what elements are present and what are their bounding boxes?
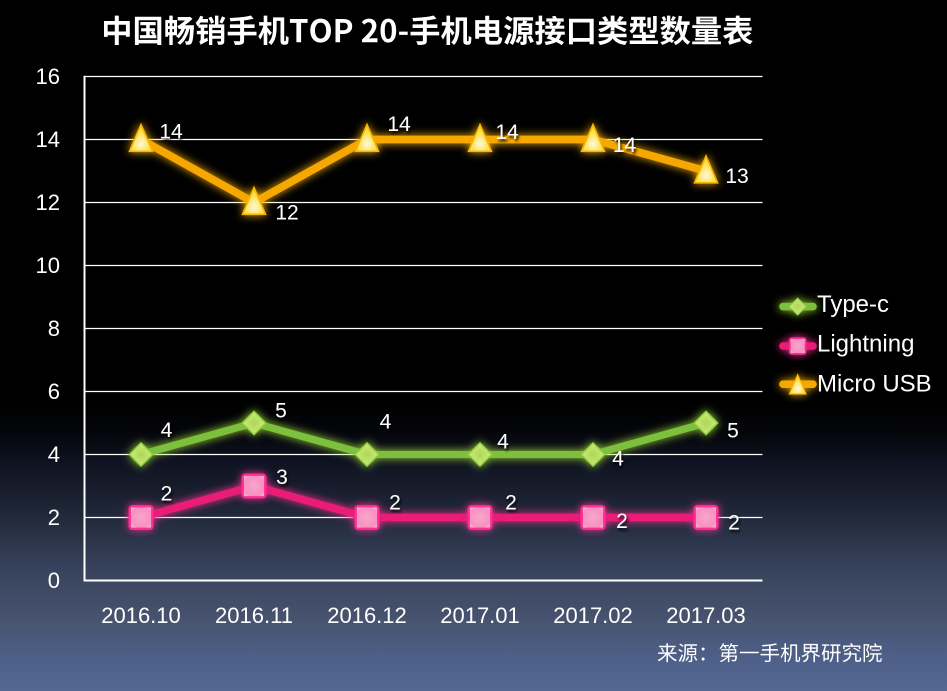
svg-text:4: 4 <box>380 411 392 434</box>
svg-text:Type-c: Type-c <box>817 291 889 318</box>
svg-text:2: 2 <box>161 483 173 506</box>
svg-text:2016.10: 2016.10 <box>101 603 181 628</box>
svg-text:5: 5 <box>275 400 287 423</box>
svg-text:2016.12: 2016.12 <box>327 603 407 628</box>
svg-text:12: 12 <box>275 202 298 225</box>
svg-text:14: 14 <box>159 121 183 144</box>
svg-text:2017.03: 2017.03 <box>666 603 746 628</box>
svg-text:Micro USB: Micro USB <box>817 371 932 398</box>
svg-text:2016.11: 2016.11 <box>215 603 293 628</box>
svg-text:12: 12 <box>36 190 60 215</box>
svg-text:13: 13 <box>725 165 748 188</box>
svg-text:14: 14 <box>613 134 637 157</box>
svg-text:4: 4 <box>48 442 60 467</box>
svg-text:2: 2 <box>389 492 401 515</box>
svg-text:8: 8 <box>48 316 60 341</box>
svg-text:2: 2 <box>48 505 60 530</box>
svg-text:6: 6 <box>48 379 60 404</box>
svg-text:14: 14 <box>387 113 411 136</box>
svg-text:4: 4 <box>161 419 173 442</box>
svg-text:Lightning: Lightning <box>817 331 914 358</box>
svg-text:2: 2 <box>616 510 628 533</box>
svg-text:4: 4 <box>612 448 624 471</box>
svg-text:2017.01: 2017.01 <box>440 603 520 628</box>
svg-text:10: 10 <box>36 253 60 278</box>
svg-text:3: 3 <box>276 466 288 489</box>
svg-text:5: 5 <box>727 420 739 443</box>
svg-text:4: 4 <box>497 431 509 454</box>
svg-text:2017.02: 2017.02 <box>553 603 633 628</box>
svg-text:0: 0 <box>48 568 60 593</box>
svg-text:14: 14 <box>495 121 519 144</box>
svg-text:2: 2 <box>505 492 517 515</box>
svg-text:14: 14 <box>36 127 60 152</box>
svg-text:2: 2 <box>728 512 740 535</box>
svg-text:16: 16 <box>36 64 60 89</box>
